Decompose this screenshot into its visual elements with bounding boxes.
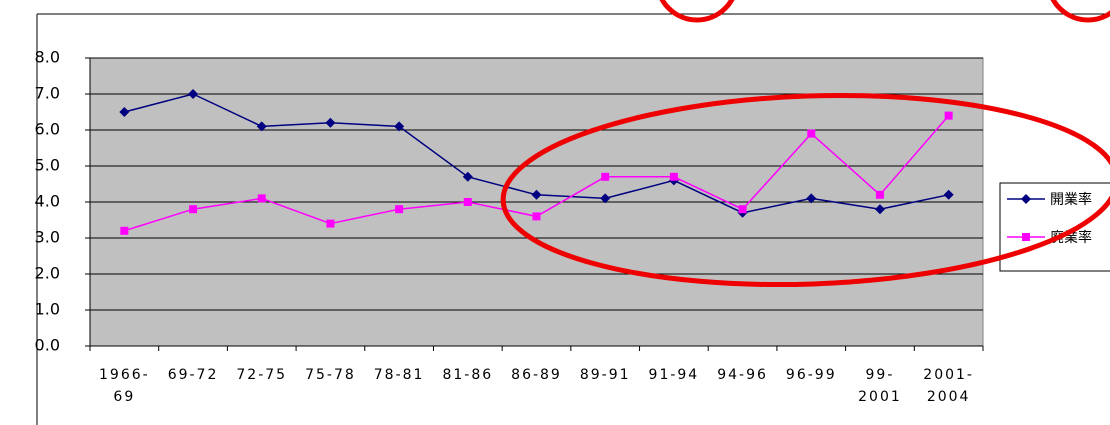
marker (1022, 233, 1030, 241)
highlight-ellipse (500, 92, 1110, 288)
y-tick-label: 1.0 (35, 300, 60, 319)
marker (669, 172, 678, 181)
x-tick-label: 81-86 (442, 367, 494, 383)
x-tick-label: 1966-69 (99, 367, 150, 405)
marker (463, 198, 472, 206)
x-tick-label: 91-94 (648, 367, 700, 383)
x-tick-label: 96-99 (785, 367, 837, 383)
x-tick-label: 78-81 (373, 367, 425, 383)
marker (531, 189, 542, 200)
highlight-circle (1050, 0, 1110, 23)
marker (600, 193, 611, 204)
marker (806, 193, 817, 204)
legend-box (999, 182, 1110, 272)
x-tick-label: 94-96 (717, 367, 768, 383)
marker (875, 190, 884, 199)
marker (120, 226, 129, 235)
marker (738, 205, 747, 214)
marker (325, 117, 336, 128)
marker (394, 121, 405, 132)
marker (944, 111, 953, 120)
x-tick-label: 86-89 (511, 367, 562, 383)
marker (395, 205, 404, 214)
marker (943, 189, 954, 200)
legend-label: 開業率 (1050, 191, 1092, 208)
highlight-circle (659, 0, 735, 23)
x-tick-label: 2001-2004 (923, 367, 974, 405)
marker (462, 171, 473, 182)
y-tick-label: 5.0 (35, 156, 60, 175)
marker (189, 205, 198, 214)
marker (874, 204, 885, 215)
marker (326, 219, 335, 228)
y-tick-label: 3.0 (35, 228, 60, 247)
marker (188, 89, 199, 99)
marker (1021, 194, 1031, 204)
x-tick-label: 75-78 (305, 367, 356, 383)
y-tick-label: 8.0 (35, 48, 60, 67)
x-tick-label: 99-2001 (858, 367, 902, 405)
y-tick-label: 4.0 (35, 192, 60, 211)
marker (257, 194, 266, 203)
marker (601, 172, 610, 181)
marker (119, 107, 130, 117)
legend-label: 廃業率 (1050, 229, 1092, 246)
y-tick-label: 2.0 (35, 264, 60, 283)
y-tick-label: 7.0 (35, 84, 60, 103)
x-tick-label: 69-72 (167, 367, 219, 383)
marker (532, 212, 541, 221)
x-tick-label: 72-75 (236, 367, 288, 383)
marker (807, 129, 816, 138)
marker (256, 121, 267, 132)
y-tick-label: 6.0 (35, 120, 60, 139)
y-tick-label: 0.0 (35, 336, 60, 355)
x-tick-label: 89-91 (579, 367, 631, 383)
